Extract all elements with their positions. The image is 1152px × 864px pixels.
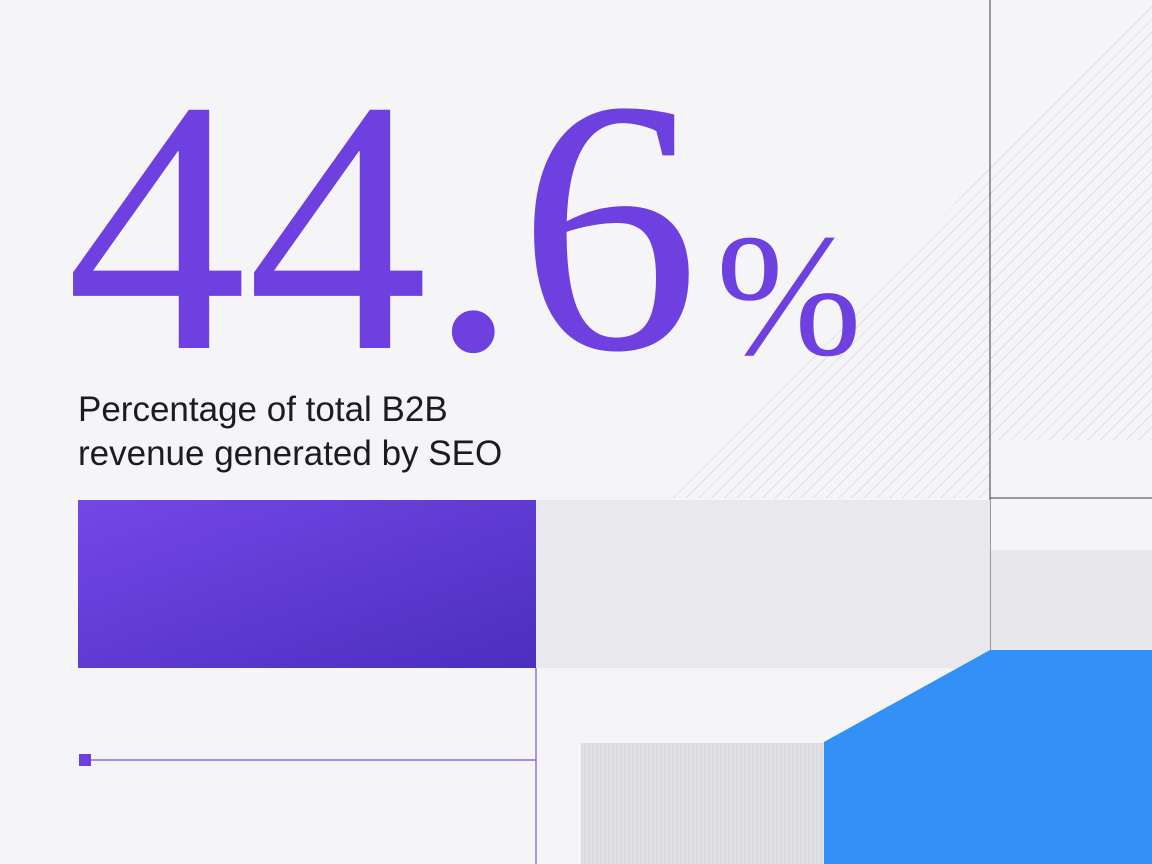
description-line: Percentage of total B2B <box>78 390 448 429</box>
bar-track <box>536 500 990 668</box>
bar-fill <box>78 500 536 668</box>
striped-block <box>581 743 824 864</box>
description-line: revenue generated by SEO <box>78 434 502 473</box>
blue-shape <box>824 650 1152 864</box>
stat-unit: % <box>716 198 862 392</box>
connector-node <box>79 754 91 766</box>
bar-track <box>991 550 1152 650</box>
stat-number: 44.6 <box>66 26 700 427</box>
